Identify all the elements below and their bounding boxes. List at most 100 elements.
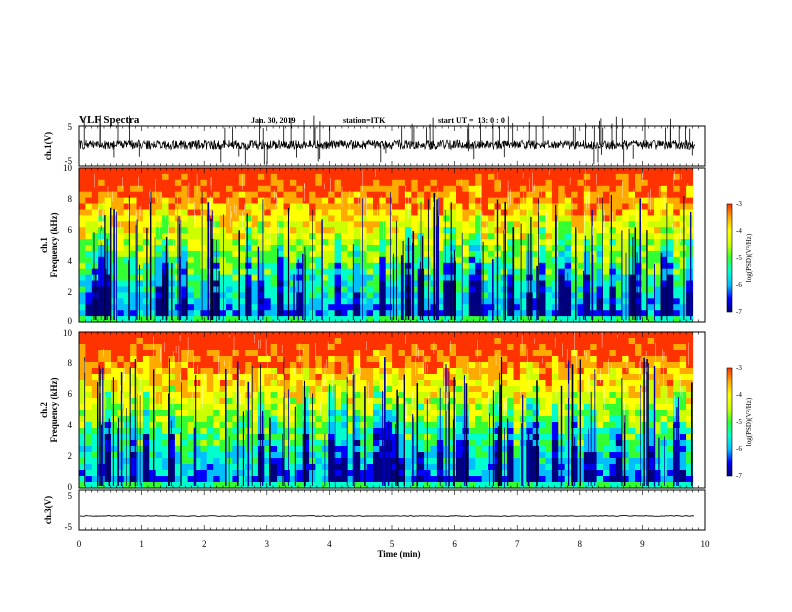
spectrogram-cell	[366, 304, 374, 311]
spectrogram-cell	[571, 168, 579, 175]
spectrogram-cell	[130, 380, 138, 387]
spectrogram-cell	[181, 250, 189, 258]
spectrogram-cell	[136, 368, 144, 375]
spectrogram-cell	[488, 316, 495, 323]
spectrogram-cell	[257, 464, 265, 471]
spectrogram-cell	[213, 434, 221, 441]
spectrogram-cell	[283, 440, 291, 447]
spectrogram-cell	[647, 173, 655, 181]
spectrogram-cell	[539, 203, 547, 210]
spectrogram-cell	[654, 298, 662, 305]
spectrogram-cell	[181, 410, 189, 417]
spectrogram-cell	[430, 428, 438, 435]
spectrogram-cell	[283, 470, 291, 477]
spectrogram-cell	[85, 292, 93, 299]
spectrogram-cell	[430, 404, 438, 411]
spectrogram-cell	[488, 374, 495, 381]
spectrogram-cell	[360, 310, 368, 317]
spectrogram-cell	[104, 316, 112, 323]
spectrogram-cell	[155, 452, 163, 459]
spectrogram-cell	[91, 446, 99, 453]
spectrogram-cell	[289, 446, 297, 453]
spectrogram-cell	[296, 482, 304, 489]
spectrogram-cell	[660, 304, 668, 311]
spectrogram-cell	[213, 482, 221, 489]
spectrogram-cell	[328, 316, 336, 323]
spectrogram-cell	[468, 298, 476, 305]
spectrogram-cell	[155, 476, 163, 483]
spectrogram-cell	[430, 458, 438, 465]
spectrogram-cell	[302, 185, 310, 193]
spectrogram-cell	[532, 221, 540, 228]
spectrogram-cell	[264, 233, 272, 240]
spectrogram-cell	[404, 440, 412, 447]
spectrogram-cell	[628, 256, 636, 264]
spectrogram-cell	[404, 422, 412, 429]
spectrogram-cell	[686, 280, 694, 287]
spectrogram-cell	[238, 268, 246, 276]
spectrogram-cell	[213, 476, 221, 483]
spectrogram-cell	[392, 191, 400, 199]
spectrogram-cell	[264, 404, 272, 411]
spectrogram-cell	[488, 292, 495, 299]
spectrogram-cell	[334, 356, 342, 363]
spectrogram-cell	[654, 221, 662, 228]
spectrogram-cell	[123, 338, 131, 345]
spectrogram-cell	[494, 392, 502, 399]
spectrogram-cell	[609, 274, 617, 282]
spectrogram-cell	[270, 185, 278, 193]
spectrogram-cell	[334, 179, 342, 187]
spectrogram-cell	[79, 250, 86, 258]
spectrogram-cell	[277, 350, 285, 357]
spectrogram-cell	[366, 422, 374, 429]
spectrogram-cell	[545, 262, 553, 270]
spectrogram-cell	[686, 203, 694, 210]
spectrogram-cell	[360, 428, 368, 435]
spectrogram-cell	[577, 233, 585, 240]
spectrogram-cell	[257, 428, 265, 435]
spectrogram-cell	[513, 256, 521, 264]
spectrogram-cell	[392, 262, 400, 270]
spectrogram-cell	[488, 197, 495, 205]
spectrogram-cell	[226, 298, 233, 305]
spectrogram-cell	[353, 440, 361, 447]
spectrogram-cell	[456, 404, 463, 411]
spectrogram-cell	[392, 380, 400, 387]
spectrogram-cell	[155, 233, 163, 240]
spectrogram-cell	[443, 440, 451, 447]
spectrogram-cell	[647, 316, 655, 323]
spectrogram-cell	[615, 310, 623, 317]
spectrogram-cell	[424, 227, 432, 234]
spectrogram-cell	[251, 434, 259, 441]
spectrogram-cell	[507, 304, 515, 311]
spectrogram-cell	[85, 476, 93, 483]
spectrogram-cell	[226, 191, 233, 199]
spectrogram-cell	[149, 304, 157, 311]
spectrogram-cell	[411, 440, 419, 447]
spectrogram-cell	[187, 452, 195, 459]
spectrogram-cell	[162, 332, 170, 339]
spectrogram-cell	[475, 338, 483, 345]
spectrogram-cell	[91, 203, 99, 210]
spectrogram-cell	[162, 404, 170, 411]
spectrogram-cell	[277, 428, 285, 435]
spectrogram-cell	[360, 398, 368, 405]
spectrogram-cell	[341, 440, 348, 447]
spectrogram-cell	[468, 179, 476, 187]
spectrogram-cell	[168, 380, 176, 387]
spectrogram-cell	[98, 203, 106, 210]
spectrogram-cell	[551, 179, 559, 187]
spectrogram-cell	[385, 280, 393, 287]
spectrogram-cell	[321, 428, 329, 435]
spectrogram-cell	[98, 221, 106, 228]
spectrogram-cell	[404, 350, 412, 357]
spectrogram-cell	[635, 268, 642, 276]
spectrogram-cell	[226, 392, 233, 399]
spectrogram-cell	[206, 410, 214, 417]
spectrogram-cell	[539, 173, 547, 181]
spectrogram-cell	[238, 374, 246, 381]
spectrogram-cell	[149, 410, 157, 417]
spectrogram-cell	[277, 344, 285, 351]
spectrogram-cell	[449, 404, 457, 411]
spectrogram-cell	[526, 203, 534, 210]
